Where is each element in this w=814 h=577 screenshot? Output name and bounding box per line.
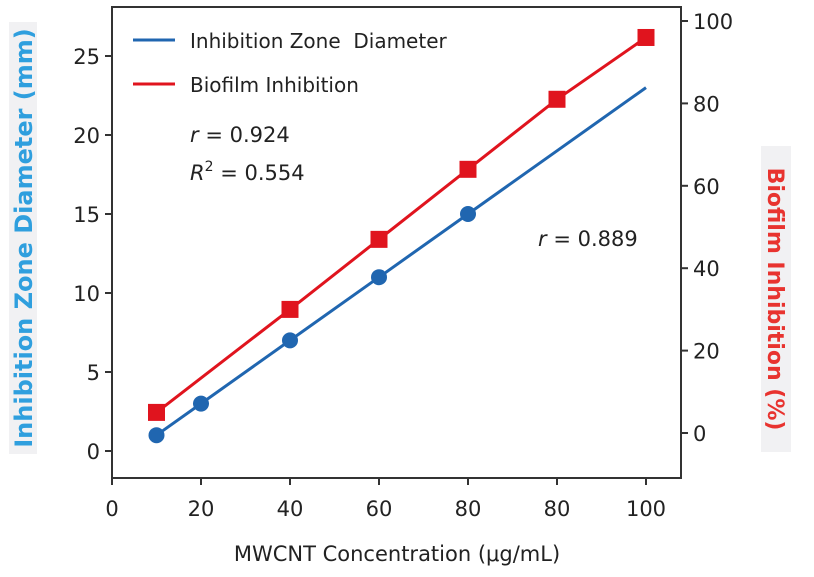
annotation-r3-value: = 0.889 — [547, 227, 638, 251]
data-point-inhibition-zone-diameter — [371, 269, 387, 286]
annotation-r-squared: R2 = 0.554 — [190, 159, 305, 185]
data-point-biofilm-inhibition — [148, 403, 165, 421]
x-axis-title: MWCNT Concentration (μg/mL) — [234, 542, 560, 566]
left-y-tick-label: 10 — [73, 282, 100, 306]
right-y-tick-label: 20 — [693, 340, 720, 364]
annotation-r2-value: = 0.554 — [214, 161, 305, 185]
left-y-axis-title: Inhibition Zone Diameter (mm) — [10, 28, 38, 448]
data-point-biofilm-inhibition — [637, 28, 655, 46]
annotation-r-blue: r = 0.924 — [190, 123, 290, 147]
legend-label-inhibition-zone: Inhibition Zone Diameter — [190, 29, 448, 53]
data-point-biofilm-inhibition — [281, 300, 299, 318]
annotation-r-value: = 0.924 — [199, 123, 290, 147]
annotation-r2-var: R — [190, 161, 205, 185]
data-point-biofilm-inhibition — [370, 230, 388, 248]
x-tick-label: 100 — [626, 497, 666, 521]
series-line-biofilm-inhibition — [155, 36, 647, 414]
x-tick-label: 20 — [188, 497, 215, 521]
left-axis-label-bg — [9, 22, 37, 454]
x-axis: 0 20 40 60 80 80 100 — [105, 478, 666, 521]
data-point-inhibition-zone-diameter — [282, 332, 298, 349]
right-y-tick-label: 100 — [693, 10, 733, 34]
legend-label-biofilm: Biofilm Inhibition — [190, 73, 359, 97]
plot-frame — [111, 6, 682, 479]
x-tick-label: 0 — [105, 497, 118, 521]
annotation-r3-var: r — [538, 227, 548, 251]
data-point-inhibition-zone-diameter — [460, 206, 476, 222]
right-axis-label-bg — [761, 146, 791, 452]
right-y-axis: 0 20 40 60 80 100 — [681, 10, 733, 446]
data-point-biofilm-inhibition — [459, 160, 477, 178]
left-y-axis: 0 5 10 15 20 25 — [73, 45, 112, 464]
left-y-tick-label: 20 — [73, 124, 100, 148]
x-tick-label: 80 — [455, 497, 482, 521]
x-tick-label: 60 — [366, 497, 393, 521]
annotation-r-var: r — [190, 123, 200, 147]
legend: Inhibition Zone Diameter Biofilm Inhibit… — [133, 29, 448, 97]
x-tick-label: 40 — [277, 497, 304, 521]
right-y-tick-label: 40 — [693, 257, 720, 281]
data-point-inhibition-zone-diameter — [193, 395, 209, 412]
annotation-r2-sup: 2 — [205, 159, 214, 175]
right-y-tick-label: 60 — [693, 175, 720, 199]
x-tick-label: 80 — [544, 497, 571, 521]
left-y-tick-label: 25 — [73, 45, 100, 69]
right-y-tick-label: 0 — [693, 422, 706, 446]
data-point-inhibition-zone-diameter — [148, 427, 165, 444]
right-y-axis-title: Biofilm Inhibition (%) — [762, 168, 787, 431]
left-y-tick-label: 0 — [87, 440, 100, 464]
right-y-tick-label: 80 — [693, 92, 720, 116]
series-markers — [148, 28, 655, 444]
left-y-tick-label: 15 — [73, 203, 100, 227]
left-y-tick-label: 5 — [87, 361, 100, 385]
annotation-r-red: r = 0.889 — [538, 227, 638, 251]
data-point-biofilm-inhibition — [548, 90, 566, 108]
